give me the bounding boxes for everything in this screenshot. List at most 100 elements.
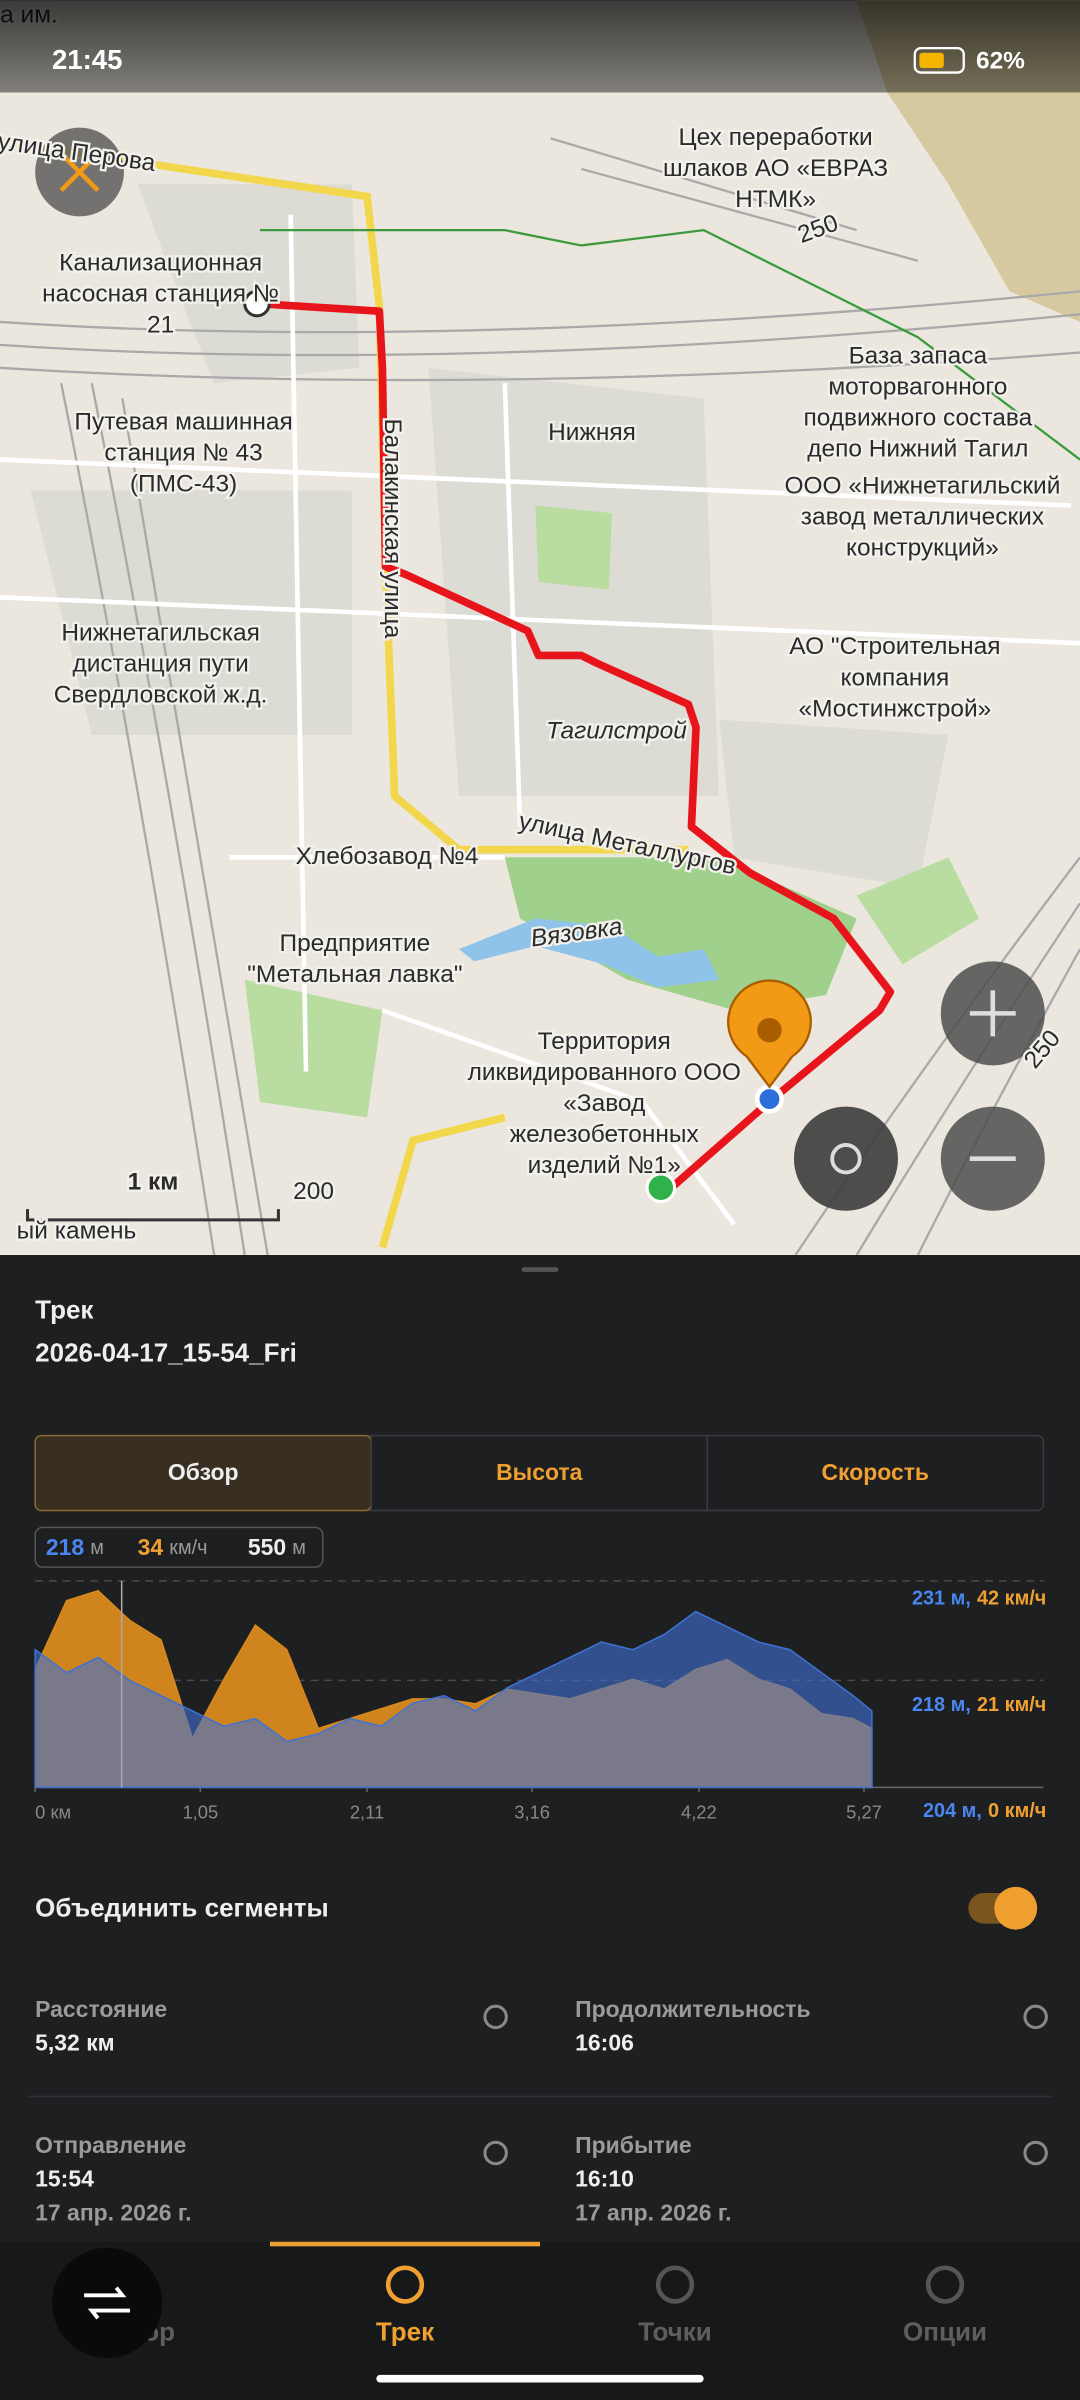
map-label: Свердловской ж.д. <box>54 682 268 709</box>
cursor-altitude-unit: м <box>90 1537 104 1559</box>
y-tick-label: 218 м, <box>912 1694 971 1716</box>
map-label: шлаков АО «ЕВРАЗ <box>663 155 888 182</box>
nav-indicator <box>270 2241 540 2247</box>
locate-button[interactable] <box>793 1106 898 1211</box>
finish-flag <box>243 289 271 318</box>
map-labels: Цех переработки шлаков АО «ЕВРАЗ НТМК» Кана… <box>0 1 1068 1247</box>
y-tick-label: 231 м, <box>912 1588 971 1610</box>
map-label: Цех переработки <box>678 124 872 151</box>
x-tick-label: 0 км <box>35 1801 71 1822</box>
x-tick-label: 1,05 <box>182 1801 218 1822</box>
battery-text: 62% <box>976 47 1025 74</box>
nav-label[interactable]: Точки <box>638 2316 712 2346</box>
x-tick-label: 3,16 <box>514 1801 550 1822</box>
stat-label: Прибытие <box>575 2132 691 2158</box>
main-road <box>378 1113 506 1249</box>
water <box>458 918 719 988</box>
start-point <box>645 1172 677 1204</box>
stat-value: 16:10 <box>575 2166 634 2192</box>
cursor-distance: 550 <box>248 1534 286 1560</box>
stat-icon <box>483 2004 508 2030</box>
stat-icon <box>483 2140 508 2166</box>
profile-area <box>34 1610 873 1789</box>
stat-value: 16:06 <box>575 2029 634 2055</box>
y-tick-label: 204 м, <box>923 1800 982 1822</box>
status-bar <box>0 0 1080 93</box>
map-label: «Мостинжстрой» <box>798 695 991 722</box>
stat-value: 5,32 км <box>35 2029 114 2055</box>
x-tick-label: 4,22 <box>681 1801 717 1822</box>
edge-label: ый камень <box>17 1218 137 1245</box>
map-label: "Метальная лавка" <box>247 961 462 988</box>
map-label: (ПМС-43) <box>130 470 237 497</box>
clock: 21:45 <box>52 44 122 75</box>
nav-label[interactable]: Трек <box>376 2316 435 2346</box>
scale-label: 1 км <box>128 1169 179 1196</box>
y2-tick-label: 0 км/ч <box>988 1800 1046 1822</box>
sheet-heading: Трек <box>35 1295 94 1325</box>
residential <box>30 184 949 888</box>
map-label: компания <box>841 664 950 691</box>
map[interactable]: Цех переработки шлаков АО «ЕВРАЗ НТМК» Кана… <box>0 1 1080 1256</box>
sheet-handle[interactable] <box>521 1267 559 1272</box>
stat-label: Продолжительность <box>575 1996 810 2022</box>
battery-level <box>919 52 944 68</box>
switch-button[interactable] <box>52 2247 163 2359</box>
cursor-speed-unit: км/ч <box>169 1537 207 1559</box>
map-label: Тагилстрой <box>546 717 687 744</box>
green-area <box>244 505 980 1118</box>
tab-label[interactable]: Обзор <box>168 1459 239 1485</box>
map-label: Путевая машинная <box>74 408 292 435</box>
tabs: Обзор Высота Скорость <box>34 1434 929 1512</box>
scale-bar <box>26 1209 280 1222</box>
profile-chart[interactable]: 42 км/ч 231 м, 21 км/ч 218 м, 0 км/ч 204 м, 0 … <box>34 1580 1046 1822</box>
stat-date: 17 апр. 2026 г. <box>35 2199 191 2225</box>
tab-label[interactable]: Высота <box>496 1459 583 1485</box>
close-icon <box>59 152 100 192</box>
nav-icon <box>925 2265 965 2304</box>
map-label: «Завод <box>563 1090 645 1117</box>
map-label: насосная станция № <box>42 280 279 307</box>
map-label: Территория <box>538 1028 671 1055</box>
cursor-altitude: 218 <box>46 1534 85 1560</box>
map-label: дистанция пути <box>72 651 248 678</box>
boundary <box>260 228 1080 461</box>
route <box>256 299 895 1190</box>
tab-label[interactable]: Скорость <box>821 1459 929 1485</box>
map-label: конструкций» <box>846 535 999 562</box>
stat-icon <box>1023 2140 1048 2166</box>
map-label: изделий №1» <box>528 1152 681 1179</box>
map-label: станция № 43 <box>104 439 262 466</box>
nav-icon <box>385 2265 425 2304</box>
track-name: 2026-04-17_15-54_Fri <box>35 1337 297 1367</box>
map-label: 21 <box>147 311 174 338</box>
street-label: Балакинская улица <box>379 419 406 639</box>
switch-icon <box>84 2286 131 2320</box>
map-label: Канализационная <box>59 249 262 276</box>
y2-tick-label: 21 км/ч <box>977 1694 1046 1716</box>
position-dot <box>754 1084 784 1114</box>
map-label: Хлебозавод №4 <box>296 843 479 870</box>
merge-toggle[interactable] <box>968 1886 1038 1930</box>
locate-icon <box>830 1143 862 1175</box>
map-label: депо Нижний Тагил <box>807 436 1028 463</box>
stat-date: 17 апр. 2026 г. <box>575 2199 731 2225</box>
map-label: НТМК» <box>735 186 816 213</box>
map-label: ООО «Нижнетагильский <box>784 473 1060 500</box>
map-label: Нижнетагильская <box>61 619 260 646</box>
home-indicator <box>376 2374 704 2383</box>
nav-bar <box>0 2241 1080 2400</box>
map-label: моторвагонного <box>828 374 1007 401</box>
contour-label: 200 <box>293 1178 334 1205</box>
map-label: железобетонных <box>510 1121 699 1148</box>
stats: Расстояние 5,32 км Продолжительность 16:06 О… <box>35 1996 1048 2225</box>
map-label: Нижняя <box>548 419 636 446</box>
park <box>504 857 857 1011</box>
map-label: АО "Строительная <box>789 633 1000 660</box>
toggle-knob <box>994 1886 1038 1930</box>
map-label: ликвидированного ООО <box>468 1059 741 1086</box>
stat-label: Отправление <box>35 2132 186 2158</box>
nav-label[interactable]: Опции <box>903 2316 987 2346</box>
